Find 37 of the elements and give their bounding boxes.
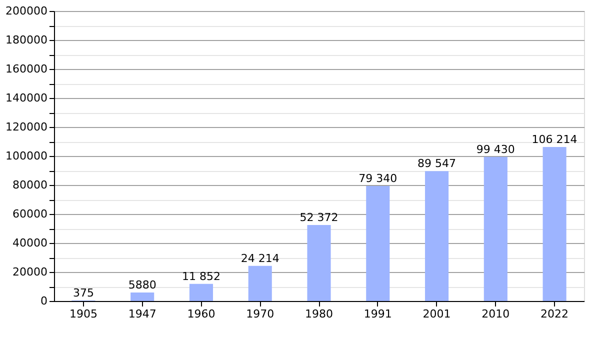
- x-tick-label: 1960: [187, 308, 216, 320]
- y-tick-label: 40000: [12, 236, 48, 250]
- bar: [425, 171, 449, 301]
- data-label: 99 430: [476, 142, 515, 156]
- data-label: 79 340: [358, 172, 398, 185]
- x-tick-label: 2022: [540, 308, 569, 320]
- data-label: 106 214: [532, 132, 578, 146]
- y-tick-label: 80000: [12, 178, 48, 192]
- y-tick-label: 20000: [12, 266, 48, 278]
- data-label: 11 852: [182, 270, 220, 283]
- data-label: 89 547: [418, 157, 456, 170]
- bar: [366, 186, 390, 301]
- bar: [307, 225, 331, 301]
- x-tick-label: 1947: [128, 308, 156, 320]
- x-tick-label: 1991: [364, 308, 392, 320]
- y-tick-label: 160000: [6, 62, 48, 76]
- y-tick-label: 200000: [6, 4, 48, 18]
- x-tick-label: 1905: [69, 308, 98, 320]
- y-tick-label: 0: [40, 294, 48, 308]
- x-tick-label: 2010: [482, 308, 510, 320]
- y-tick-label: 60000: [12, 208, 48, 220]
- bar: [130, 292, 154, 301]
- y-tick-label: 140000: [6, 92, 48, 104]
- data-label: 5880: [128, 278, 156, 292]
- y-tick-label: 180000: [6, 34, 48, 46]
- x-tick-label: 1970: [246, 308, 274, 320]
- bar: [248, 266, 272, 301]
- bar: [189, 284, 213, 301]
- data-label: 52 372: [300, 211, 338, 224]
- y-tick-label: 100000: [6, 150, 48, 162]
- x-tick-label: 2001: [422, 308, 451, 320]
- x-tick-label: 1980: [305, 308, 333, 320]
- data-label: 375: [72, 286, 94, 300]
- bar: [542, 146, 566, 301]
- y-tick-label: 120000: [6, 120, 48, 134]
- data-label: 24 214: [240, 252, 280, 265]
- bar: [484, 156, 508, 301]
